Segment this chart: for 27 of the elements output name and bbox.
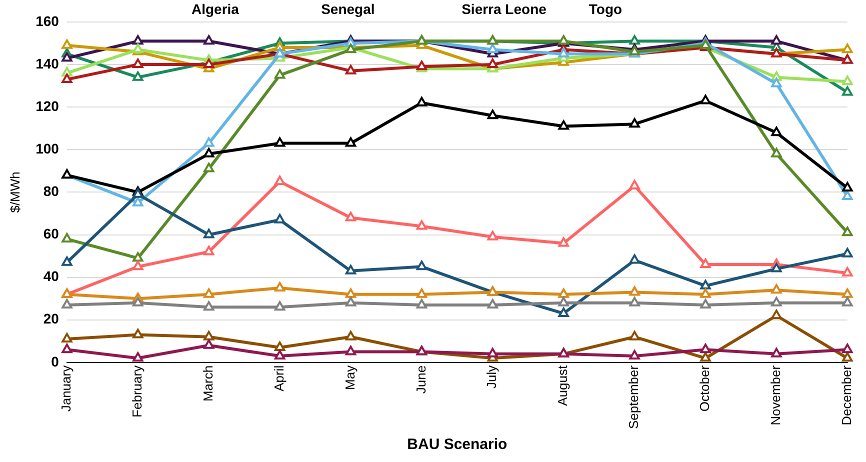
y-tick-label: 60 [43,226,60,242]
x-tick-label: July [484,364,500,389]
y-tick-label: 0 [51,353,60,370]
text: Togo [588,0,622,17]
x-tick-label: April [271,365,286,392]
y-tick-label: 80 [43,183,60,200]
x-tick-label: September [626,364,642,430]
y-tick-label: 120 [36,98,60,114]
x-tick-label: June [413,365,428,394]
x-tick-label: November [768,364,784,426]
y-tick-label: 100 [36,140,60,157]
x-tick-label: January [58,364,74,412]
x-tick-label: December [838,364,854,426]
y-axis-title: $/MWh [7,172,22,213]
x-tick-label: May [342,364,358,390]
text: Sierra Leone [462,0,547,17]
text: Algeria [192,0,240,17]
x-axis-title: BAU Scenario [407,436,508,454]
x-tick-label: August [555,365,570,406]
x-tick-label: February [129,364,144,418]
text: Senegal [321,0,375,17]
x-tick-label: October [697,364,712,412]
y-tick-label: 140 [36,55,60,72]
x-tick-label: March [200,365,216,402]
y-tick-label: 160 [36,12,60,29]
y-tick-label: 20 [43,310,60,327]
y-tick-label: 40 [43,268,60,284]
